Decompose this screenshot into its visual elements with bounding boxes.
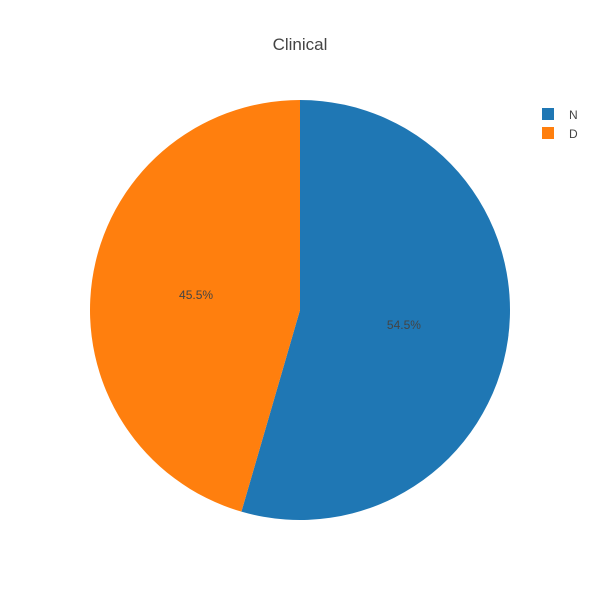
legend-label-d: D [569, 127, 578, 141]
pie-slice-label-d: 45.5% [179, 288, 213, 302]
pie-slices [89, 100, 510, 520]
legend-label-n: N [569, 108, 578, 122]
legend-swatch-n [542, 108, 554, 120]
pie-slice-n[interactable] [241, 100, 510, 520]
legend-item-d[interactable]: D [542, 127, 578, 141]
chart-title: Clinical [273, 35, 328, 54]
legend-item-n[interactable]: N [542, 108, 578, 122]
legend: N D [542, 108, 578, 141]
pie-slice-d[interactable] [89, 100, 301, 512]
pie-slice-labels: 54.5% 45.5% [179, 288, 421, 332]
pie-slice-label-n: 54.5% [387, 318, 421, 332]
legend-swatch-d [542, 127, 554, 139]
